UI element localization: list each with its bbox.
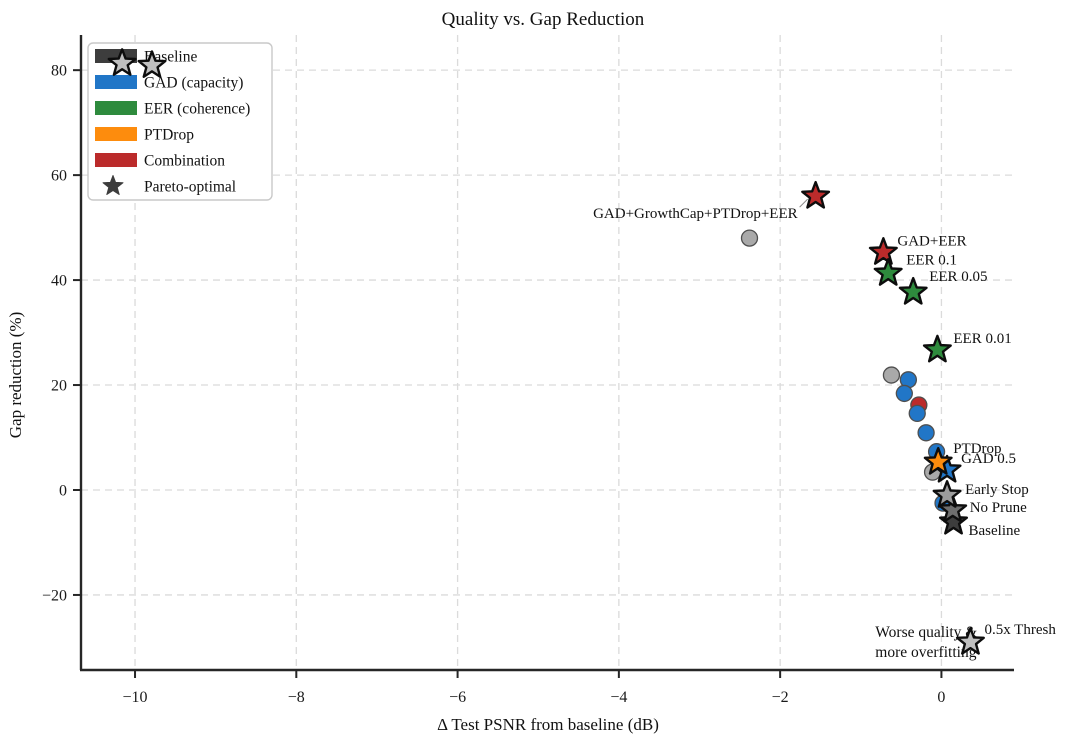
x-tick-label: −2 — [772, 689, 789, 706]
data-point-circle — [740, 229, 759, 247]
point-label: GAD+EER — [897, 233, 966, 249]
pareto-star — [107, 48, 137, 76]
point-label: PTDrop — [953, 441, 1001, 457]
data-point-circle — [917, 424, 935, 442]
x-tick-label: −8 — [288, 689, 305, 706]
data-point-circle — [908, 404, 926, 423]
pareto-star — [873, 258, 903, 286]
point-label: No Prune — [970, 500, 1027, 516]
x-axis-title: Δ Test PSNR from baseline (dB) — [437, 715, 659, 734]
pareto-star — [923, 446, 953, 475]
annotation-text: more overfitting — [875, 644, 976, 661]
point-label: GAD+GrowthCap+PTDrop+EER — [593, 206, 798, 222]
pareto-star — [137, 50, 167, 78]
chart-title: Quality vs. Gap Reduction — [442, 9, 645, 30]
point-label: Baseline — [969, 523, 1021, 539]
y-tick-label: 40 — [51, 273, 67, 290]
x-tick-label: −6 — [449, 689, 466, 706]
point-label: EER 0.01 — [953, 331, 1011, 347]
legend-label: PTDrop — [144, 127, 194, 144]
legend-label: GAD (capacity) — [144, 75, 243, 92]
data-point-circle — [895, 384, 913, 403]
y-tick-label: 0 — [59, 482, 67, 499]
legend-label: Pareto-optimal — [144, 179, 236, 196]
leader-line — [799, 198, 808, 208]
point-label: GAD 0.5 — [961, 451, 1016, 467]
point-label: EER 0.1 — [906, 252, 957, 268]
y-tick-label: 80 — [51, 63, 67, 80]
data-point-circle — [882, 366, 901, 384]
pareto-star — [868, 237, 898, 265]
pareto-star — [955, 626, 985, 655]
legend-swatch — [95, 153, 137, 167]
pareto-star — [898, 276, 928, 305]
legend-swatch — [95, 75, 137, 89]
legend-swatch — [95, 127, 137, 141]
y-axis-title: Gap reduction (%) — [6, 312, 25, 439]
annotation-text: Worse quality & — [875, 624, 977, 641]
legend-star-icon — [102, 175, 124, 195]
x-tick-label: −10 — [123, 689, 148, 706]
pareto-star — [922, 334, 952, 363]
y-tick-label: −20 — [42, 587, 67, 604]
pareto-star — [938, 494, 968, 523]
point-label: 0.5x Thresh — [984, 622, 1056, 638]
pareto-star — [939, 506, 969, 535]
legend-label: EER (coherence) — [144, 101, 250, 118]
legend-label: Combination — [144, 153, 225, 170]
point-label: EER 0.05 — [929, 269, 987, 285]
x-tick-label: 0 — [937, 689, 945, 706]
pareto-star — [932, 480, 962, 508]
x-tick-label: −4 — [610, 689, 627, 706]
y-tick-label: 60 — [51, 168, 67, 185]
y-tick-label: 20 — [51, 378, 67, 395]
legend-swatch — [95, 101, 137, 115]
point-label: Early Stop — [965, 482, 1029, 498]
pareto-star — [801, 180, 831, 209]
